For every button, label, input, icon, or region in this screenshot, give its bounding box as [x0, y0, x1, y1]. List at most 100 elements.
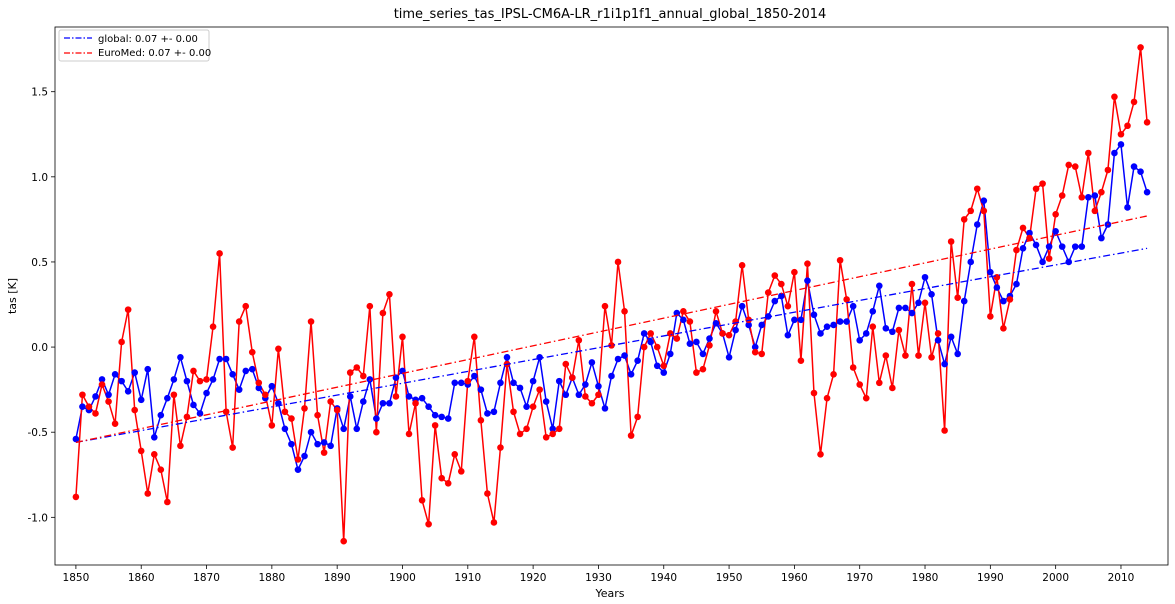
data-point-global [242, 367, 250, 375]
data-point-euromed [960, 216, 968, 223]
legend-label-global: global: 0.07 +- 0.00 [98, 34, 198, 45]
data-point-euromed [1013, 246, 1020, 254]
data-point-euromed [706, 342, 713, 349]
data-point-global [405, 393, 413, 400]
data-point-global [980, 197, 988, 204]
data-point-global [1058, 243, 1066, 250]
data-point-global [111, 371, 119, 378]
data-point-euromed [340, 537, 348, 545]
data-point-global [660, 369, 668, 376]
data-point-euromed [941, 427, 948, 434]
data-point-euromed [1026, 234, 1033, 242]
data-point-euromed [170, 391, 178, 399]
data-point-global [889, 328, 896, 336]
data-point-global [784, 331, 792, 339]
data-point-euromed [373, 428, 380, 436]
data-point-euromed [412, 399, 419, 407]
data-point-euromed [510, 408, 517, 416]
y-tick-label: 1.0 [31, 172, 48, 184]
data-point-global [764, 313, 772, 320]
data-point-global [601, 405, 609, 412]
chart-title: time_series_tas_IPSL-CM6A-LR_r1i1p1f1_an… [394, 7, 827, 22]
data-point-euromed [947, 238, 955, 245]
data-point-global [170, 376, 178, 383]
data-point-global [725, 353, 733, 361]
data-point-global [882, 325, 890, 332]
data-point-euromed [934, 330, 942, 337]
data-point-global [712, 319, 720, 327]
x-tick-label: 1900 [389, 572, 416, 584]
data-point-euromed [653, 343, 661, 351]
data-point-global [797, 316, 805, 324]
data-point-global [209, 376, 217, 383]
data-point-euromed [301, 405, 308, 412]
data-point-euromed [1019, 224, 1027, 232]
data-point-euromed [1078, 193, 1086, 201]
data-point-euromed [614, 258, 622, 266]
data-point-euromed [353, 364, 361, 371]
data-point-euromed [405, 430, 413, 438]
data-point-euromed [758, 350, 766, 358]
data-point-euromed [745, 316, 752, 324]
data-point-global [843, 318, 850, 325]
data-point-euromed [1000, 325, 1007, 332]
data-point-euromed [529, 403, 537, 410]
data-point-global [954, 350, 961, 358]
data-point-euromed [562, 360, 570, 368]
series-points-euromed [72, 44, 1151, 545]
x-tick-label: 1860 [128, 572, 155, 584]
data-point-global [699, 350, 707, 358]
data-point-global [608, 372, 615, 380]
data-point-global [987, 268, 994, 276]
data-point-euromed [634, 413, 641, 421]
y-tick-label: 0.5 [31, 257, 48, 269]
data-point-global [503, 353, 511, 361]
data-point-euromed [294, 456, 302, 463]
data-point-global [418, 394, 426, 402]
data-point-global [771, 297, 779, 305]
data-point-global [549, 425, 557, 433]
data-point-global [614, 355, 622, 363]
data-point-euromed [921, 299, 929, 307]
data-point-global [993, 284, 1001, 291]
data-point-euromed [869, 323, 877, 330]
data-point-euromed [627, 432, 635, 439]
data-point-euromed [595, 391, 602, 399]
data-point-euromed [725, 331, 733, 339]
data-point-euromed [288, 415, 295, 422]
data-point-euromed [281, 408, 289, 416]
data-point-global [150, 434, 158, 441]
data-point-global [137, 396, 145, 404]
data-point-euromed [876, 379, 883, 387]
data-point-euromed [183, 413, 191, 421]
data-point-global [791, 316, 798, 324]
data-point-euromed [1039, 180, 1046, 187]
data-point-euromed [987, 313, 994, 320]
data-point-euromed [431, 422, 439, 429]
data-point-euromed [719, 330, 726, 337]
x-tick-label: 1920 [520, 572, 547, 584]
data-point-global [425, 403, 432, 410]
data-point-euromed [1143, 119, 1151, 126]
data-point-euromed [464, 377, 472, 385]
data-point-global [327, 442, 334, 450]
data-point-global [588, 359, 596, 366]
data-point-global [738, 302, 746, 310]
data-point-global [778, 292, 785, 300]
data-point-global [849, 302, 857, 310]
data-point-global [1124, 204, 1131, 211]
data-point-global [895, 304, 903, 312]
data-point-global [510, 379, 517, 387]
data-point-euromed [203, 376, 210, 383]
data-point-global [680, 316, 687, 324]
x-tick-label: 1850 [63, 572, 90, 584]
data-point-euromed [516, 430, 524, 438]
data-point-global [477, 386, 485, 393]
data-point-euromed [346, 369, 354, 376]
data-point-global [444, 415, 452, 422]
data-point-global [248, 365, 256, 373]
data-point-global [582, 381, 589, 388]
data-point-euromed [712, 308, 720, 315]
data-point-global [72, 435, 80, 443]
x-axis-label: Years [594, 587, 624, 600]
